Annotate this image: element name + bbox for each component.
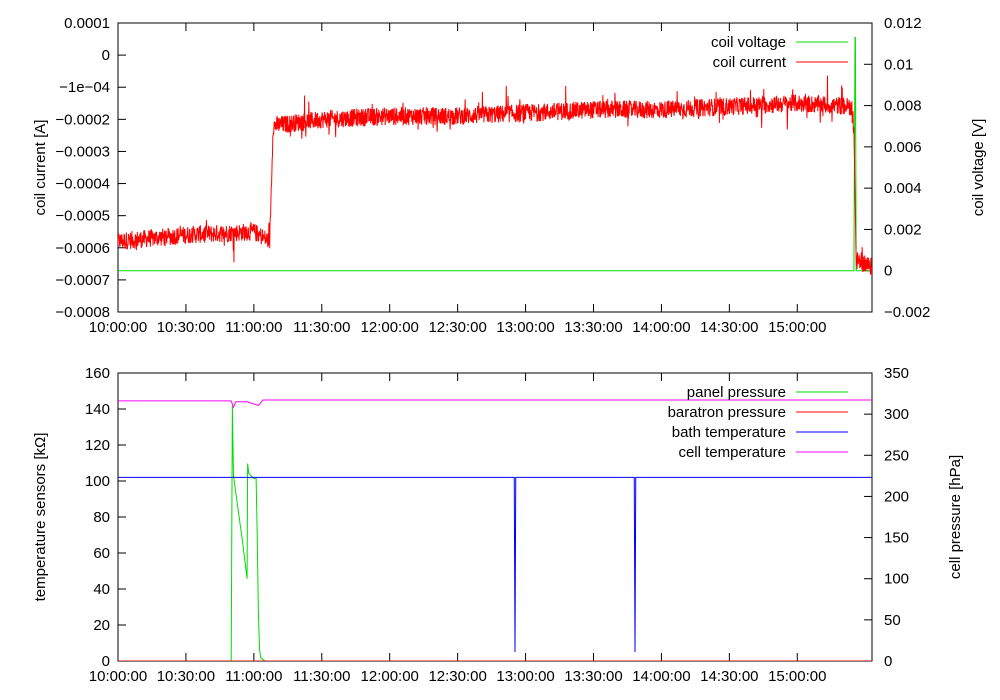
y-tick-label: −0.0002 [55, 111, 110, 128]
y-tick-label: 140 [85, 401, 110, 418]
y-tick-label: 40 [93, 581, 110, 598]
x-tick-label: 12:00:00 [361, 319, 419, 336]
x-tick-label: 13:00:00 [496, 668, 554, 685]
x-tick-label: 10:00:00 [89, 319, 147, 336]
legend-label: coil current [713, 54, 787, 71]
x-tick-label: 10:30:00 [157, 319, 215, 336]
y2-tick-label: 0 [884, 653, 892, 670]
x-tick-label: 11:30:00 [293, 319, 350, 336]
coil-chart: 10:00:00 10:30:00 11:00:00 11:30:00 12:00:00… [32, 15, 987, 336]
y-tick-label: 100 [85, 473, 110, 490]
y2-axis-label: coil voltage [V] [970, 119, 987, 217]
x-tick-label: 10:00:00 [89, 668, 147, 685]
y-tick-label: 120 [85, 437, 110, 454]
y-tick-label: −0.0004 [55, 176, 110, 193]
y2-tick-label: 0.006 [884, 139, 922, 156]
y2-tick-label: 250 [884, 447, 909, 464]
x-tick-label: 14:30:00 [700, 319, 758, 336]
y2-tick-label: 200 [884, 488, 909, 505]
y2-tick-label: −0.002 [884, 304, 930, 321]
series-line [118, 75, 872, 276]
legend-label: baratron pressure [668, 404, 786, 421]
y2-tick-label: 0.008 [884, 98, 922, 115]
x-tick-label: 13:30:00 [564, 668, 622, 685]
x-tick-label: 15:00:00 [768, 668, 826, 685]
y2-tick-label: 0.01 [884, 56, 913, 73]
x-tick-label: 14:00:00 [632, 319, 690, 336]
x-tick-label: 12:30:00 [428, 319, 486, 336]
legend-label: cell temperature [678, 444, 786, 461]
x-tick-label: 13:00:00 [496, 319, 554, 336]
sensor-chart: 10:00:00 10:30:00 11:00:00 11:30:00 12:00:00… [32, 365, 964, 685]
y-tick-label: −1e−04 [59, 79, 110, 96]
x-tick-label: 12:30:00 [428, 668, 486, 685]
series-line [118, 405, 872, 661]
legend-label: panel pressure [687, 384, 786, 401]
y-tick-label: −0.0005 [55, 208, 110, 225]
y-tick-label: −0.0003 [55, 143, 110, 160]
legend-label: bath temperature [672, 424, 786, 441]
x-tick-label: 12:00:00 [361, 668, 419, 685]
y-tick-label: 0.0001 [64, 15, 110, 32]
plot-frame [117, 22, 873, 313]
y2-axis-label: cell pressure [hPa] [947, 455, 964, 579]
y2-tick-label: 0.002 [884, 221, 922, 238]
y2-tick-label: 50 [884, 612, 901, 629]
legend-label: coil voltage [711, 34, 786, 51]
x-tick-label: 13:30:00 [564, 319, 622, 336]
y2-tick-label: 300 [884, 406, 909, 423]
y-tick-label: 60 [93, 545, 110, 562]
y-tick-label: 80 [93, 509, 110, 526]
y-axis-label: coil current [A] [32, 120, 49, 216]
y2-tick-label: 350 [884, 365, 909, 382]
y-tick-label: −0.0008 [55, 304, 110, 321]
y-tick-label: −0.0007 [55, 272, 110, 289]
y2-tick-label: 0 [884, 263, 892, 280]
x-tick-label: 11:30:00 [293, 668, 350, 685]
x-tick-label: 14:00:00 [632, 668, 690, 685]
series-line [118, 476, 872, 653]
x-tick-label: 14:30:00 [700, 668, 758, 685]
series-line [118, 36, 872, 272]
y-tick-label: −0.0006 [55, 240, 110, 257]
y2-tick-label: 150 [884, 530, 909, 547]
x-tick-label: 11:00:00 [225, 319, 282, 336]
y-tick-label: 0 [102, 653, 110, 670]
x-tick-label: 10:30:00 [157, 668, 215, 685]
y-tick-label: 0 [102, 47, 110, 64]
x-tick-label: 11:00:00 [225, 668, 282, 685]
y-tick-label: 20 [93, 617, 110, 634]
y-tick-label: 160 [85, 365, 110, 382]
y2-tick-label: 0.012 [884, 15, 922, 32]
series-line [118, 399, 872, 409]
x-tick-label: 15:00:00 [768, 319, 826, 336]
y-axis-label: temperature sensors [kΩ] [32, 433, 49, 602]
y2-tick-label: 0.004 [884, 180, 922, 197]
y2-tick-label: 100 [884, 571, 909, 588]
